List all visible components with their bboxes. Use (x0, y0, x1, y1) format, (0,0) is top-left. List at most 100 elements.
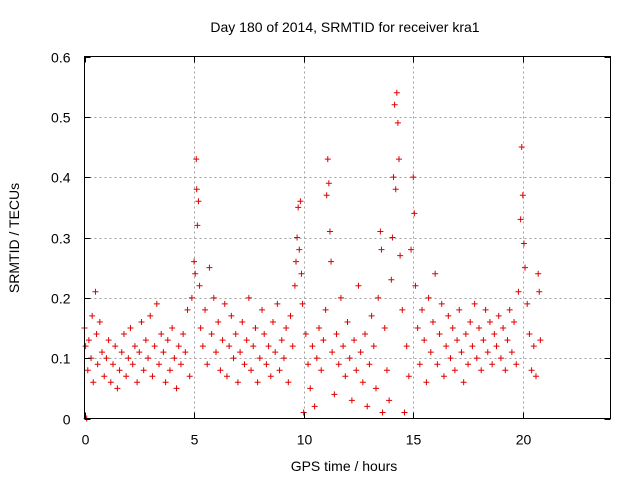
data-point (291, 282, 298, 289)
data-point (276, 367, 283, 374)
data-point (411, 210, 418, 217)
data-point (401, 409, 408, 416)
data-point (226, 343, 233, 350)
data-point (196, 282, 203, 289)
data-point (535, 270, 542, 277)
data-point (194, 222, 201, 229)
data-point (469, 343, 476, 350)
data-point (473, 355, 480, 362)
data-point (283, 325, 290, 331)
data-point (142, 337, 149, 344)
data-point (265, 343, 272, 350)
data-point (105, 337, 112, 344)
data-point (140, 367, 147, 374)
data-point (497, 355, 504, 362)
data-point (434, 361, 441, 368)
data-point (213, 349, 219, 356)
data-point (153, 300, 160, 307)
data-point (328, 258, 335, 265)
y-tick-label: 0 (63, 412, 71, 428)
data-point (313, 355, 320, 362)
data-point (84, 367, 91, 374)
y-tick-label: 0.4 (51, 170, 71, 186)
data-point (267, 373, 274, 380)
data-point (484, 349, 491, 356)
data-point (522, 264, 529, 271)
data-point (158, 331, 165, 338)
data-point (219, 337, 226, 344)
data-point (357, 349, 364, 356)
data-point (467, 318, 474, 325)
data-point (274, 300, 281, 307)
data-point (309, 343, 316, 350)
data-point (99, 349, 106, 356)
data-point (230, 355, 237, 362)
data-point (362, 331, 369, 338)
data-point (239, 318, 246, 325)
data-point (232, 331, 239, 338)
data-point (120, 331, 127, 338)
data-point (456, 306, 463, 313)
data-point (458, 349, 465, 356)
data-point (287, 312, 294, 319)
data-point (89, 312, 96, 319)
data-point (399, 306, 406, 313)
data-point (129, 361, 136, 368)
data-point (302, 331, 309, 338)
data-point (292, 258, 299, 265)
data-point (337, 294, 344, 301)
data-point (127, 325, 134, 331)
data-point (394, 119, 401, 126)
tick-labels: 0 0.1 0.2 0.3 0.4 0.5 0.6 0 5 10 15 20 (51, 50, 531, 448)
data-point (372, 385, 379, 392)
x-tick-label: 20 (516, 432, 532, 448)
data-point (445, 312, 452, 319)
data-point (322, 306, 329, 313)
data-point (171, 355, 178, 362)
data-point (351, 337, 358, 344)
data-point (305, 361, 312, 368)
data-point (259, 306, 266, 313)
data-point (138, 318, 145, 325)
data-point (482, 306, 489, 313)
data-point (296, 246, 303, 253)
data-point (388, 276, 395, 283)
data-point (500, 325, 507, 331)
data-point (379, 409, 386, 416)
data-point (147, 312, 154, 319)
data-point (412, 282, 419, 289)
y-tick-label: 0.1 (51, 351, 71, 367)
data-point (96, 318, 103, 325)
data-point (344, 318, 351, 325)
data-point (377, 228, 384, 235)
data-point (186, 373, 193, 380)
data-point (215, 318, 222, 325)
data-point (370, 343, 377, 350)
data-point (465, 361, 472, 368)
data-point (405, 373, 412, 380)
data-point (504, 337, 511, 344)
x-tick-label: 5 (191, 432, 199, 448)
data-point (199, 343, 206, 350)
data-point (486, 318, 493, 325)
data-point (169, 325, 176, 331)
data-point (476, 325, 482, 331)
data-point (368, 312, 375, 319)
data-point (221, 300, 228, 307)
data-point (234, 379, 241, 386)
data-point (408, 246, 415, 253)
data-point (528, 367, 535, 374)
data-point (520, 240, 527, 247)
data-point (392, 186, 399, 193)
data-point (518, 144, 525, 150)
data-point (195, 198, 202, 205)
data-point (118, 349, 125, 356)
data-point (427, 349, 434, 356)
data-point (318, 367, 325, 374)
data-point (93, 331, 100, 338)
y-tick-label: 0.3 (51, 231, 71, 247)
data-point (289, 343, 296, 350)
data-point (419, 306, 426, 313)
data-point (537, 337, 544, 344)
